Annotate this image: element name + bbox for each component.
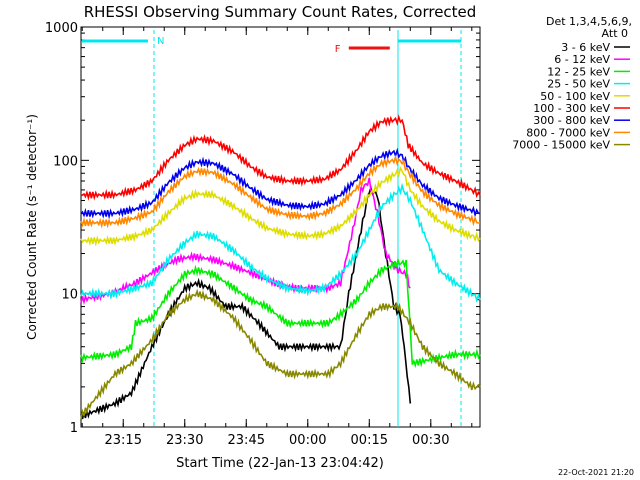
timestamp: 22-Oct-2021 21:20 bbox=[558, 468, 634, 477]
x-tick-label: 23:45 bbox=[228, 433, 265, 448]
legend-label-8: 7000 - 15000 keV bbox=[512, 139, 610, 152]
legend-label-5: 100 - 300 keV bbox=[533, 102, 610, 115]
series-line-2 bbox=[80, 257, 481, 369]
series-line-7 bbox=[80, 154, 481, 229]
plot-frame bbox=[80, 26, 481, 428]
x-tick-label: 23:30 bbox=[166, 433, 203, 448]
flags-group: NF bbox=[82, 30, 462, 427]
series-line-0 bbox=[80, 184, 412, 420]
flare-flag-label: F bbox=[335, 44, 341, 55]
series-line-8 bbox=[80, 288, 481, 420]
series-line-4 bbox=[80, 165, 481, 247]
legend-label-4: 50 - 100 keV bbox=[540, 90, 610, 103]
x-tick-label: 23:15 bbox=[105, 433, 142, 448]
series-line-5 bbox=[80, 114, 481, 201]
x-axis-label: Start Time (22-Jan-13 23:04:42) bbox=[176, 456, 384, 471]
legend-header-att: Att 0 bbox=[602, 27, 628, 40]
x-tick-label: 00:30 bbox=[412, 433, 449, 448]
legend-label-3: 25 - 50 keV bbox=[547, 78, 610, 91]
legend-label-2: 12 - 25 keV bbox=[547, 65, 610, 78]
y-axis-label: Corrected Count Rate (s⁻¹ detector⁻¹) bbox=[25, 114, 39, 340]
legend-label-7: 800 - 7000 keV bbox=[526, 126, 610, 139]
night-flag-label: N bbox=[157, 36, 164, 47]
y-tick-label: 100 bbox=[53, 154, 78, 169]
y-tick-label: 10 bbox=[61, 288, 78, 303]
x-tick-label: 00:00 bbox=[289, 433, 326, 448]
y-tick-label: 1 bbox=[70, 421, 78, 436]
legend-label-0: 3 - 6 keV bbox=[561, 41, 610, 54]
legend-header: Det 1,3,4,5,6,9, bbox=[546, 15, 632, 28]
y-tick-label: 1000 bbox=[45, 21, 78, 36]
axes-group: 1 10 100 1000 23:15 23:30 23:45 00:00 00:15 00:30 bbox=[45, 21, 480, 448]
series-line-6 bbox=[80, 147, 481, 220]
series-group bbox=[80, 114, 481, 420]
chart-title: RHESSI Observing Summary Count Rates, Co… bbox=[84, 3, 477, 21]
legend-label-6: 300 - 800 keV bbox=[533, 114, 610, 127]
x-tick-label: 00:15 bbox=[351, 433, 388, 448]
legend-label-1: 6 - 12 keV bbox=[554, 53, 610, 66]
series-line-1 bbox=[80, 177, 411, 306]
series-line-3 bbox=[80, 182, 481, 304]
